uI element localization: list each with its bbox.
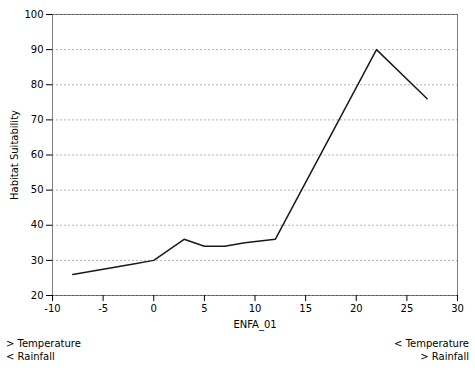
svg-text:40: 40: [31, 219, 44, 230]
svg-text:ENFA_01: ENFA_01: [233, 319, 276, 331]
svg-text:60: 60: [31, 149, 44, 160]
html-text:< Temperature > Rainfall: < Temperature > Rainfall: [394, 338, 469, 362]
svg-text:20: 20: [350, 303, 363, 314]
svg-text:5: 5: [201, 303, 207, 314]
svg-text:70: 70: [31, 114, 44, 125]
svg-text:20: 20: [31, 290, 44, 301]
svg-text:25: 25: [401, 303, 414, 314]
svg-text:10: 10: [249, 303, 262, 314]
svg-text:100: 100: [24, 9, 43, 20]
svg-text:80: 80: [31, 79, 44, 90]
svg-text:Habitat Suitability: Habitat Suitability: [9, 110, 20, 200]
svg-text:30: 30: [451, 303, 464, 314]
svg-text:90: 90: [31, 44, 44, 55]
svg-text:30: 30: [31, 255, 44, 266]
svg-text:50: 50: [31, 184, 44, 195]
svg-text:-10: -10: [44, 303, 60, 314]
svg-text:15: 15: [299, 303, 312, 314]
svg-text:-5: -5: [98, 303, 108, 314]
svg-text:0: 0: [151, 303, 157, 314]
html-text:> Temperature < Rainfall: > Temperature < Rainfall: [6, 338, 81, 362]
